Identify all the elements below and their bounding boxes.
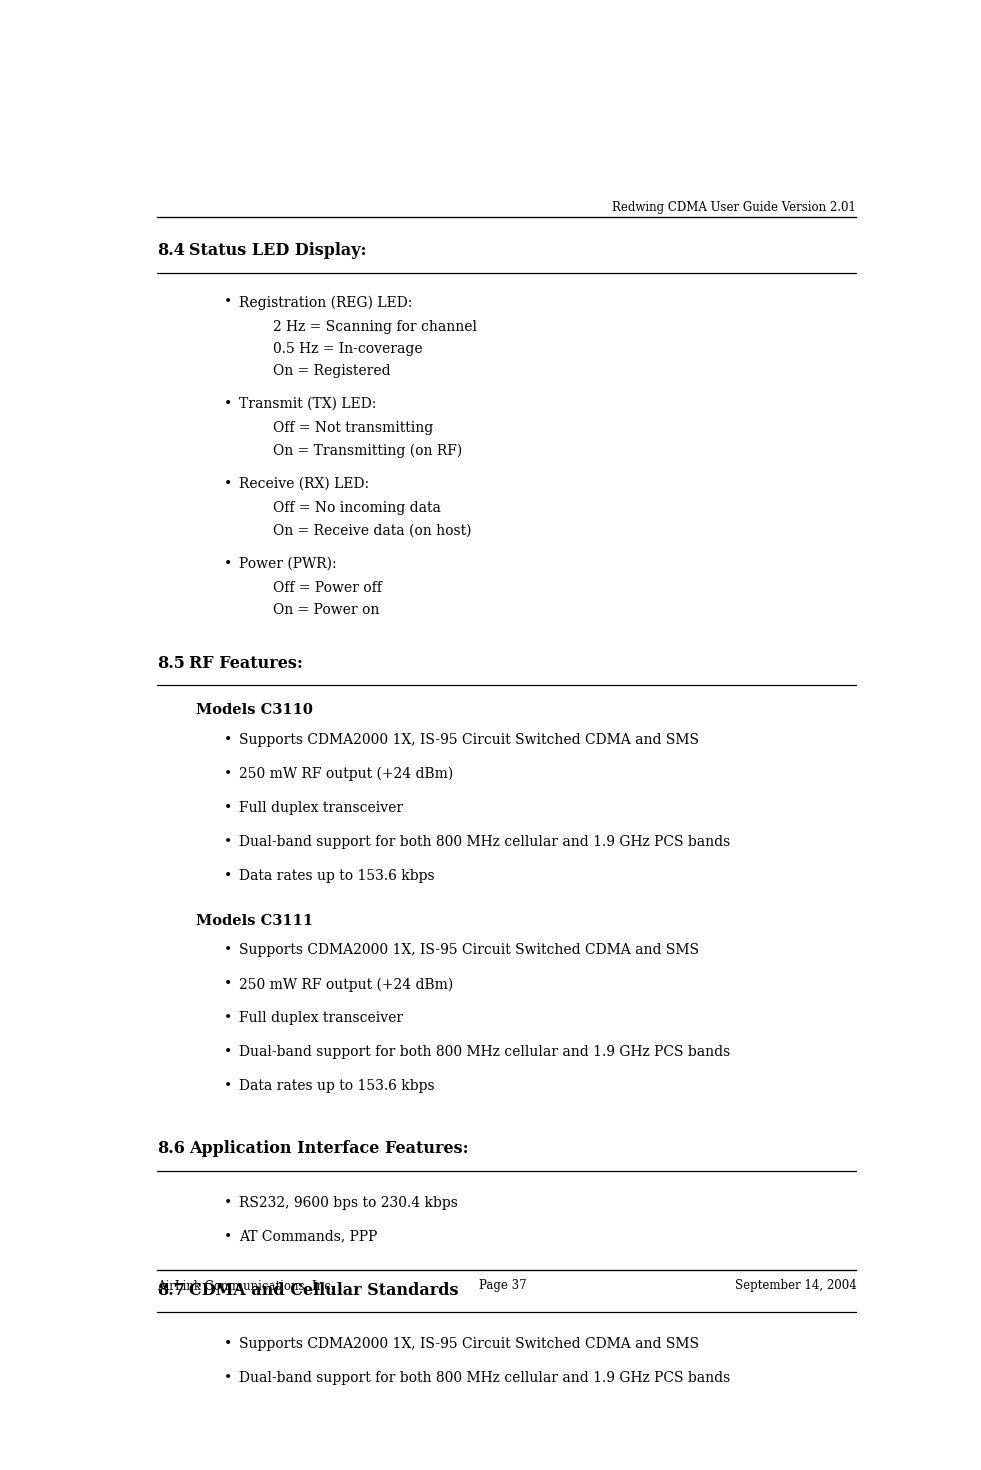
Text: Full duplex transceiver: Full duplex transceiver [239, 801, 403, 814]
Text: Models C3111: Models C3111 [196, 914, 314, 928]
Text: Supports CDMA2000 1X, IS-95 Circuit Switched CDMA and SMS: Supports CDMA2000 1X, IS-95 Circuit Swit… [239, 944, 698, 957]
Text: •: • [224, 944, 232, 957]
Text: Redwing CDMA User Guide Version 2.01: Redwing CDMA User Guide Version 2.01 [612, 201, 856, 215]
Text: 250 mW RF output (+24 dBm): 250 mW RF output (+24 dBm) [239, 978, 453, 992]
Text: •: • [224, 767, 232, 781]
Text: •: • [224, 978, 232, 991]
Text: •: • [224, 1372, 232, 1385]
Text: Receive (RX) LED:: Receive (RX) LED: [239, 476, 369, 491]
Text: •: • [224, 732, 232, 747]
Text: Supports CDMA2000 1X, IS-95 Circuit Switched CDMA and SMS: Supports CDMA2000 1X, IS-95 Circuit Swit… [239, 732, 698, 747]
Text: Dual-band support for both 800 MHz cellular and 1.9 GHz PCS bands: Dual-band support for both 800 MHz cellu… [239, 835, 730, 848]
Text: •: • [224, 1011, 232, 1025]
Text: Dual-band support for both 800 MHz cellular and 1.9 GHz PCS bands: Dual-band support for both 800 MHz cellu… [239, 1045, 730, 1058]
Text: AirLink Communications, Inc.: AirLink Communications, Inc. [157, 1279, 335, 1292]
Text: •: • [224, 1229, 232, 1244]
Text: 8.4: 8.4 [157, 243, 184, 259]
Text: •: • [224, 397, 232, 412]
Text: RF Features:: RF Features: [188, 654, 303, 672]
Text: On = Power on: On = Power on [273, 603, 380, 617]
Text: On = Transmitting (on RF): On = Transmitting (on RF) [273, 444, 462, 459]
Text: On = Registered: On = Registered [273, 363, 390, 378]
Text: •: • [224, 869, 232, 882]
Text: 8.6: 8.6 [157, 1141, 184, 1157]
Text: Full duplex transceiver: Full duplex transceiver [239, 1011, 403, 1025]
Text: Status LED Display:: Status LED Display: [188, 243, 366, 259]
Text: Off = Not transmitting: Off = Not transmitting [273, 422, 434, 435]
Text: •: • [224, 835, 232, 848]
Text: Transmit (TX) LED:: Transmit (TX) LED: [239, 397, 377, 412]
Text: •: • [224, 557, 232, 570]
Text: 0.5 Hz = In-coverage: 0.5 Hz = In-coverage [273, 341, 423, 356]
Text: Page 37: Page 37 [479, 1279, 527, 1292]
Text: •: • [224, 295, 232, 309]
Text: Off = No incoming data: Off = No incoming data [273, 501, 441, 516]
Text: Power (PWR):: Power (PWR): [239, 557, 336, 570]
Text: •: • [224, 1195, 232, 1210]
Text: Supports CDMA2000 1X, IS-95 Circuit Switched CDMA and SMS: Supports CDMA2000 1X, IS-95 Circuit Swit… [239, 1338, 698, 1351]
Text: Off = Power off: Off = Power off [273, 581, 382, 595]
Text: •: • [224, 1079, 232, 1094]
Text: 2 Hz = Scanning for channel: 2 Hz = Scanning for channel [273, 319, 477, 334]
Text: •: • [224, 1338, 232, 1351]
Text: CDMA and Cellular Standards: CDMA and Cellular Standards [188, 1282, 458, 1298]
Text: On = Receive data (on host): On = Receive data (on host) [273, 523, 472, 538]
Text: September 14, 2004: September 14, 2004 [735, 1279, 856, 1292]
Text: Application Interface Features:: Application Interface Features: [188, 1141, 468, 1157]
Text: •: • [224, 1045, 232, 1058]
Text: Models C3110: Models C3110 [196, 703, 313, 717]
Text: RS232, 9600 bps to 230.4 kbps: RS232, 9600 bps to 230.4 kbps [239, 1195, 458, 1210]
Text: 8.5: 8.5 [157, 654, 184, 672]
Text: Data rates up to 153.6 kbps: Data rates up to 153.6 kbps [239, 869, 435, 882]
Text: Registration (REG) LED:: Registration (REG) LED: [239, 295, 412, 310]
Text: •: • [224, 801, 232, 814]
Text: AT Commands, PPP: AT Commands, PPP [239, 1229, 378, 1244]
Text: Data rates up to 153.6 kbps: Data rates up to 153.6 kbps [239, 1079, 435, 1094]
Text: 250 mW RF output (+24 dBm): 250 mW RF output (+24 dBm) [239, 767, 453, 781]
Text: •: • [224, 476, 232, 491]
Text: Dual-band support for both 800 MHz cellular and 1.9 GHz PCS bands: Dual-band support for both 800 MHz cellu… [239, 1372, 730, 1385]
Text: 8.7: 8.7 [157, 1282, 184, 1298]
